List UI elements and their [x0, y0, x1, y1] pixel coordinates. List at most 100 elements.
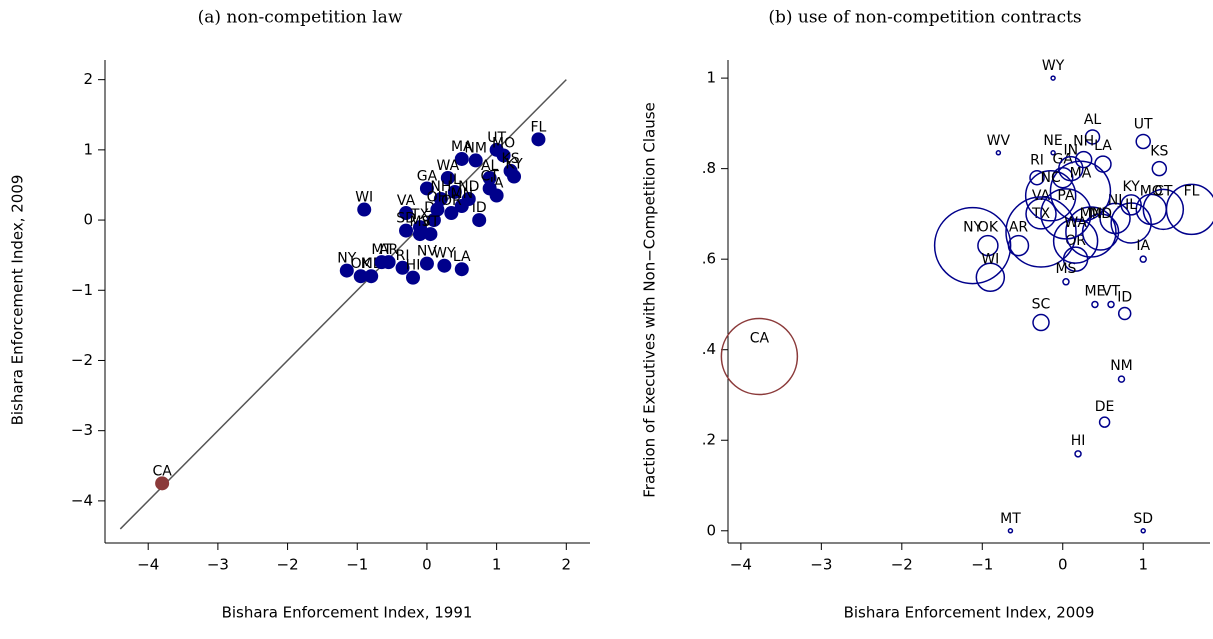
point-label: FL [531, 119, 547, 135]
point-label: NM [464, 140, 487, 156]
point-label: MS [1055, 261, 1076, 277]
bubble [1084, 129, 1101, 145]
bubble [933, 206, 1012, 285]
y-axis-title: Bishara Enforcement Index, 2009 [9, 175, 27, 426]
point-label: VT [421, 214, 440, 230]
point-label: OR [1065, 233, 1086, 249]
point-label: KY [1123, 179, 1141, 195]
point [433, 192, 448, 207]
point-label: ID [1117, 289, 1132, 305]
point-label: MN [451, 186, 474, 202]
point-label: RI [1030, 153, 1044, 169]
x-tick-label: −1 [346, 556, 368, 574]
point-label: IL [1125, 197, 1137, 213]
y-tick-label: −4 [71, 491, 93, 509]
x-tick-label: −3 [810, 556, 832, 574]
point [406, 270, 421, 285]
point-label: SD [1133, 511, 1153, 527]
point-label: NJ [1108, 192, 1123, 208]
bubble [1139, 255, 1147, 263]
bubble [1024, 170, 1077, 222]
point-label: MO [492, 135, 515, 151]
y-tick-label: 1 [706, 69, 716, 87]
x-tick-label: 0 [1058, 556, 1068, 574]
point-label: MA [1070, 165, 1092, 181]
point [395, 260, 410, 275]
point [399, 206, 414, 221]
point-label: MD [1089, 206, 1112, 222]
point [419, 181, 434, 196]
bubble [1091, 300, 1099, 309]
point [430, 202, 445, 217]
point [381, 255, 396, 270]
bubble [1050, 150, 1056, 156]
point [472, 213, 487, 228]
point-label: IA [1136, 238, 1150, 254]
point [482, 170, 497, 185]
point-label: NE [1043, 133, 1062, 149]
bubble [1107, 300, 1115, 309]
point-label: MN [1080, 206, 1103, 222]
point-label: LA [453, 249, 471, 265]
y-axis-title: Fraction of Executives with Non−Competit… [641, 102, 659, 498]
x-tick-label: −1 [971, 556, 993, 574]
bubble [975, 262, 1006, 293]
point-label: UT [1134, 116, 1153, 132]
x-tick-label: −4 [730, 556, 752, 574]
bubble [1007, 528, 1014, 534]
point [496, 148, 511, 163]
point [155, 476, 170, 491]
point [468, 153, 483, 168]
point-label: CA [152, 463, 172, 479]
point [454, 199, 469, 214]
point-label: KY [505, 157, 523, 173]
bubble [1050, 75, 1056, 81]
point-label: ME [1084, 283, 1105, 299]
point-label: VT [1102, 283, 1121, 299]
point-label: NH [430, 179, 451, 195]
bubble [995, 150, 1002, 156]
point-label: LA [1094, 138, 1112, 154]
point-label: TX [410, 207, 430, 223]
point-label: WA [437, 158, 460, 174]
bubble [1005, 196, 1077, 268]
point-label: HI [1071, 433, 1086, 449]
point [482, 181, 497, 196]
point-label: AR [379, 242, 399, 258]
bubble [1135, 133, 1151, 150]
y-tick-label: .4 [702, 340, 716, 358]
point-label: RI [396, 248, 410, 264]
point-label: MT [1000, 511, 1021, 527]
point [419, 256, 434, 271]
point-label: PA [1057, 188, 1075, 204]
y-tick-label: 0 [706, 521, 716, 539]
point-label: OK [978, 220, 999, 236]
point-label: ID [472, 200, 487, 216]
bubble [1074, 450, 1082, 458]
point-label: FL [1184, 183, 1200, 199]
point-label: VA [397, 193, 416, 209]
bubble [1025, 198, 1057, 230]
y-tick-label: 0 [83, 211, 93, 229]
point [412, 227, 427, 242]
point-label: NH [1073, 134, 1094, 150]
point-label: KS [502, 151, 520, 167]
point-label: ND [458, 179, 479, 195]
x-axis-title: Bishara Enforcement Index, 1991 [222, 604, 473, 622]
x-tick-label: −3 [207, 556, 229, 574]
bubble [1074, 150, 1093, 169]
bubble [1029, 169, 1045, 186]
point-label: MT [371, 242, 392, 258]
bubble [1040, 188, 1092, 240]
bubble [1094, 155, 1112, 173]
point-label: WA [1064, 215, 1087, 231]
point-label: CT [480, 168, 499, 184]
point-label: HI [406, 258, 421, 274]
bubble [1098, 416, 1111, 428]
point-label: SD [396, 211, 416, 227]
x-tick-label: 2 [562, 556, 572, 574]
bubble [1140, 528, 1146, 534]
bubble [1142, 188, 1185, 231]
point [507, 169, 522, 184]
point [440, 170, 455, 185]
